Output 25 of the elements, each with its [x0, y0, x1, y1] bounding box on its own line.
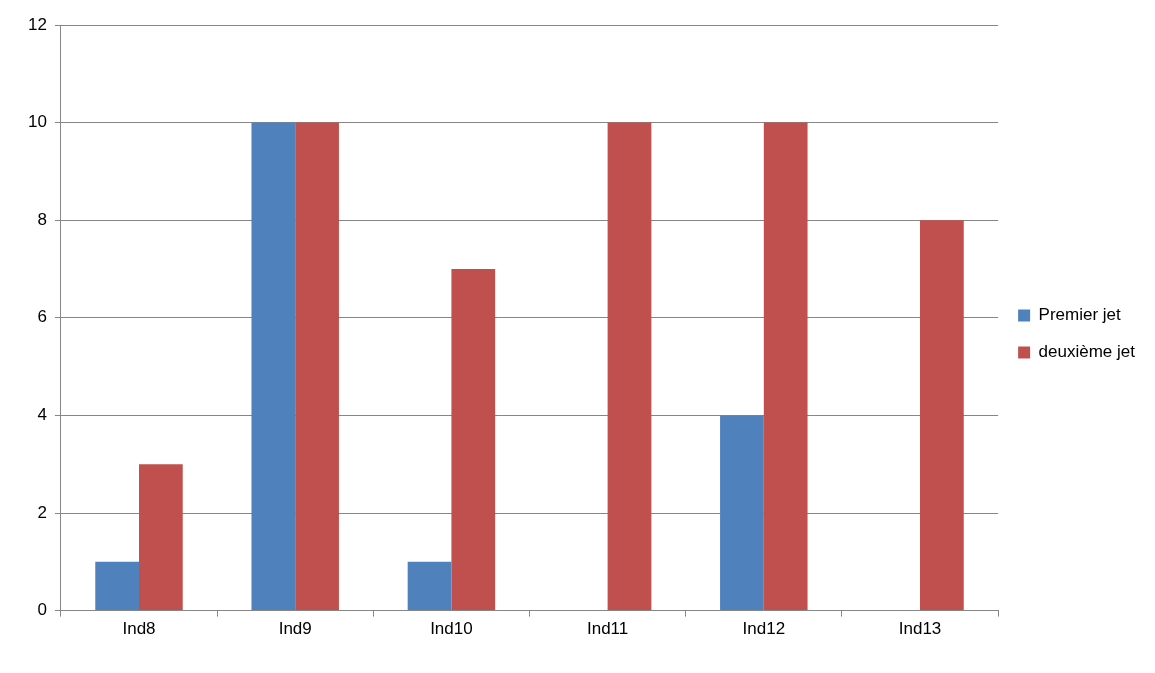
y-tick-label: 12	[27, 14, 47, 34]
bar	[763, 122, 808, 611]
y-tick-label: 0	[37, 600, 47, 620]
legend-label: Premier jet	[1038, 305, 1122, 325]
x-tick-label: Ind11	[586, 619, 629, 639]
bar	[920, 220, 964, 611]
y-tick-label: 4	[37, 405, 47, 425]
bar	[451, 269, 496, 611]
bar	[720, 415, 764, 611]
y-tick-label: 2	[37, 502, 47, 522]
x-tick-label: Ind10	[430, 619, 473, 639]
y-tick-label: 8	[37, 209, 47, 229]
bar	[295, 122, 339, 611]
legend-label: deuxième jet	[1038, 342, 1136, 362]
bar	[251, 122, 296, 611]
bar	[139, 464, 183, 611]
y-tick-label: 6	[37, 307, 47, 327]
bar	[407, 561, 452, 611]
x-tick-label: Ind12	[742, 619, 786, 639]
x-tick-label: Ind9	[278, 619, 312, 639]
y-tick-label: 10	[27, 112, 47, 132]
bar	[95, 561, 140, 611]
x-tick-label: Ind13	[898, 619, 942, 639]
x-tick-label: Ind8	[122, 619, 156, 639]
bar	[607, 122, 652, 611]
